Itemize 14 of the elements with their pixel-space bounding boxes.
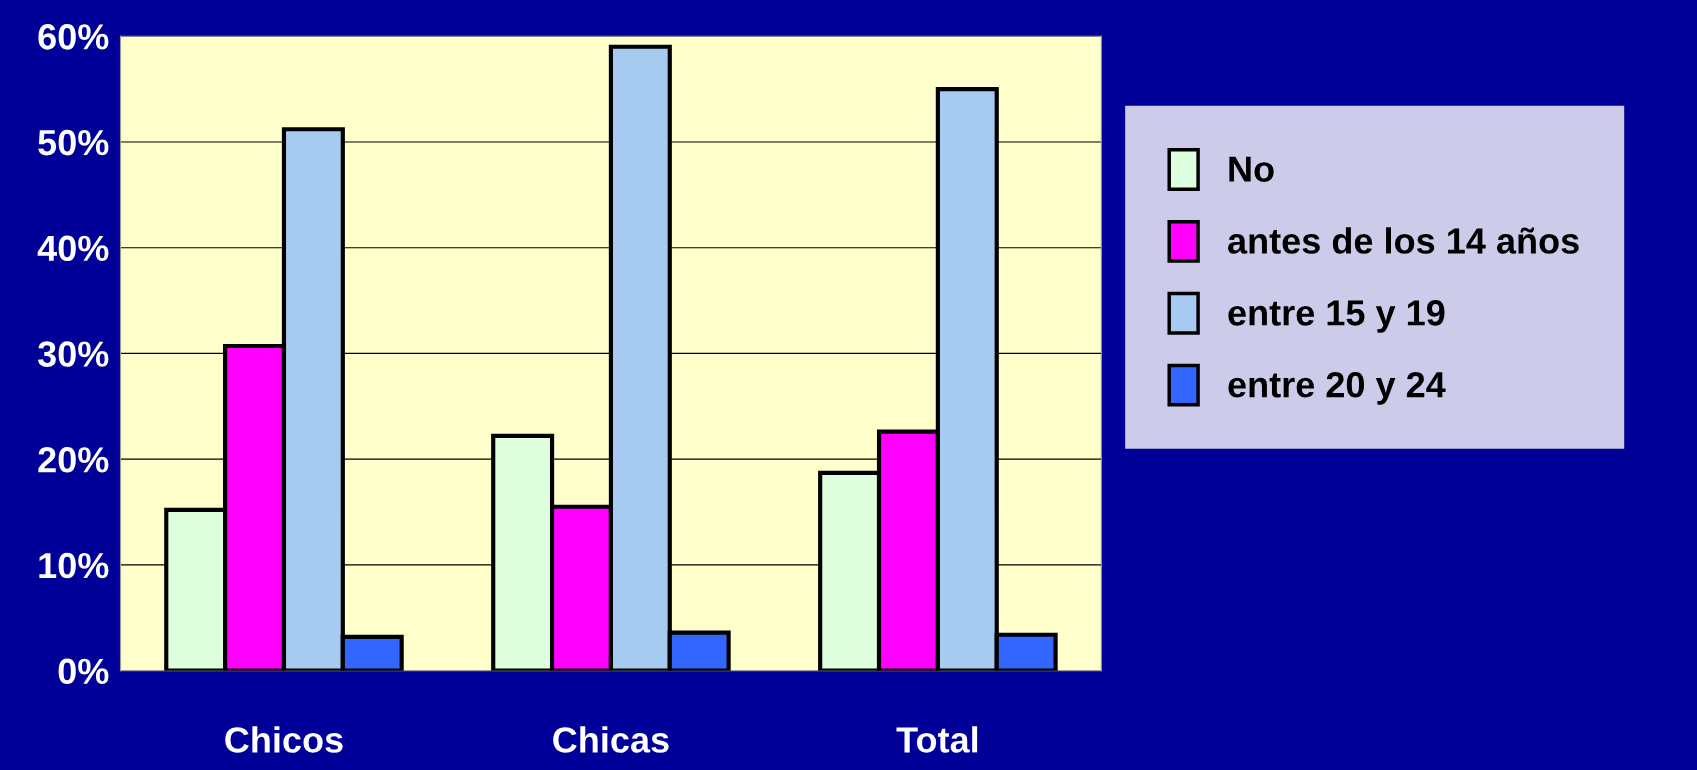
y-tick-label: 50% [38, 129, 109, 156]
y-tick-label: 10% [39, 552, 109, 579]
x-tick-label: Chicas [553, 726, 669, 753]
legend-label: antes de los 14 años [1228, 227, 1579, 254]
y-tick-label: 20% [38, 447, 109, 473]
y-tick-label: 30% [37, 341, 109, 367]
legend-label: entre 15 y 19 [1228, 300, 1445, 333]
legend-label: entre 20 y 24 [1228, 371, 1446, 405]
x-tick-label: Chicos [225, 726, 343, 753]
y-tick-label: 40% [37, 235, 109, 262]
y-tick-label: 0% [58, 658, 109, 685]
legend-label: No [1229, 156, 1274, 182]
y-tick-label: 60% [38, 24, 109, 50]
x-tick-label: Total [896, 726, 978, 753]
